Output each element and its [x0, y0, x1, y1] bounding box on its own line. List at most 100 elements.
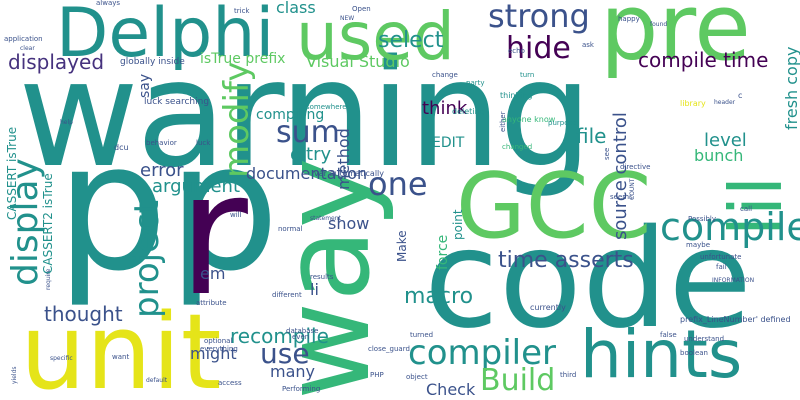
word-results: results — [310, 273, 334, 281]
word-clear: clear — [20, 45, 35, 52]
word-even: even — [292, 333, 310, 341]
word-fail: fail — [716, 263, 727, 271]
word-level: level — [704, 130, 747, 151]
word-globally-inside: globally inside — [120, 57, 185, 67]
word-oltry: oltry — [290, 144, 332, 165]
word-hints: hints — [580, 316, 743, 393]
word-check: Check — [426, 380, 476, 399]
word-unfortunate: unfortunate — [700, 253, 742, 261]
word-method: method — [334, 128, 353, 190]
word-behavior: behavior — [146, 139, 177, 147]
word-macro: macro — [404, 284, 474, 309]
word-boolean: boolean — [680, 349, 708, 357]
word-optional: optional — [204, 337, 233, 345]
word-force: force — [435, 234, 451, 270]
word-say: say — [137, 73, 153, 98]
word-new: NEW — [340, 15, 355, 22]
word-pp: pp — [56, 105, 280, 310]
word-maybe: maybe — [686, 241, 711, 249]
word-turn: turn — [520, 71, 535, 79]
word-isTrue-prefix: isTrue prefix — [200, 51, 286, 67]
word-help: help — [60, 119, 73, 126]
word-project: project — [127, 199, 167, 318]
word-recompile: recompile — [230, 324, 329, 348]
word-attribute: attribute — [196, 299, 227, 307]
word-thinking: thinking — [500, 91, 533, 100]
word-somewhere: somewhere — [306, 103, 347, 111]
word-used: used — [296, 0, 455, 75]
word-happy: happy — [618, 15, 640, 23]
word-fresh-copy: fresh copy — [782, 46, 800, 130]
word-sum: sum — [276, 115, 340, 150]
word-var-automatically: var automatically — [314, 169, 385, 178]
word-close-guard: close_guard — [368, 345, 410, 353]
word-Delphi: Delphi — [56, 0, 275, 73]
word-em: em — [200, 264, 226, 283]
word-performing: Performing — [282, 385, 321, 393]
word-compile: compile — [660, 205, 800, 249]
word-call: call — [740, 205, 753, 213]
word-anyone-know: anyone know — [502, 115, 556, 124]
word-c: c — [738, 91, 743, 100]
word-object: object — [406, 373, 428, 381]
word-echo: echo — [508, 47, 525, 55]
word-access: access — [218, 379, 242, 387]
word-third: third — [560, 371, 577, 379]
word-one: one — [368, 165, 428, 203]
word-want: want — [112, 353, 130, 361]
word-found: found — [650, 21, 668, 28]
word-warning: warning — [18, 28, 593, 200]
word-will: will — [230, 211, 242, 219]
word-think: think — [422, 98, 468, 119]
word-ask: ask — [582, 41, 594, 49]
word-unit: unit — [20, 291, 222, 400]
word-dcu: dcu — [114, 143, 129, 152]
word-false: false — [660, 331, 677, 339]
word-currently: currently — [530, 303, 566, 312]
word-turned: turned — [410, 331, 434, 339]
word-different: different — [272, 291, 302, 299]
word-application: application — [4, 35, 43, 43]
word-party: party — [466, 79, 485, 87]
word-displayed: displayed — [8, 50, 105, 74]
word-make: Make — [395, 230, 409, 262]
word-might: might — [190, 344, 237, 363]
word-pre: pre — [600, 0, 751, 81]
word-hide: hide — [506, 31, 571, 66]
word-compiling: compiling — [256, 107, 325, 123]
word-always: always — [96, 0, 121, 7]
word-li: li — [310, 280, 319, 299]
word-select: select — [378, 28, 444, 53]
word-file: file — [576, 124, 607, 148]
word-cassert-istrue: CASSERT isTrue — [5, 126, 19, 220]
word-header: header — [714, 99, 736, 106]
word-prefix-linenumber: prefix_LineNumber' defined — [680, 315, 791, 324]
word-strong: strong — [488, 0, 590, 35]
word-thought: thought — [44, 302, 123, 326]
word-modify: modify — [217, 61, 257, 178]
word-bunch: bunch — [694, 146, 744, 165]
word-edit: EDIT — [432, 135, 465, 151]
word-gcc: GCC — [456, 154, 652, 259]
word-library: library — [680, 99, 706, 108]
word-everything: everything — [200, 345, 238, 353]
word-trick: trick — [234, 7, 250, 15]
word-seems: seems — [610, 193, 633, 201]
word-visual-studio: Visual Studio — [306, 52, 410, 71]
word-point: point — [451, 209, 465, 240]
word-error: error — [140, 160, 184, 181]
word-compile-time: compile time — [638, 48, 769, 72]
word-documentation: documentation — [246, 164, 368, 183]
word-see: see — [603, 147, 611, 160]
word-directive: directive — [620, 163, 651, 171]
word-database: database — [286, 327, 319, 335]
word-understand: understand — [684, 335, 725, 343]
word-possibly: Possibly — [688, 215, 717, 223]
word-time-asserts: time asserts — [498, 248, 634, 273]
word-normal: normal — [278, 225, 303, 233]
word-many: many — [270, 362, 315, 381]
word-change: change — [432, 71, 458, 79]
word-purpose: purpose — [548, 119, 577, 127]
word-show: show — [328, 214, 370, 233]
